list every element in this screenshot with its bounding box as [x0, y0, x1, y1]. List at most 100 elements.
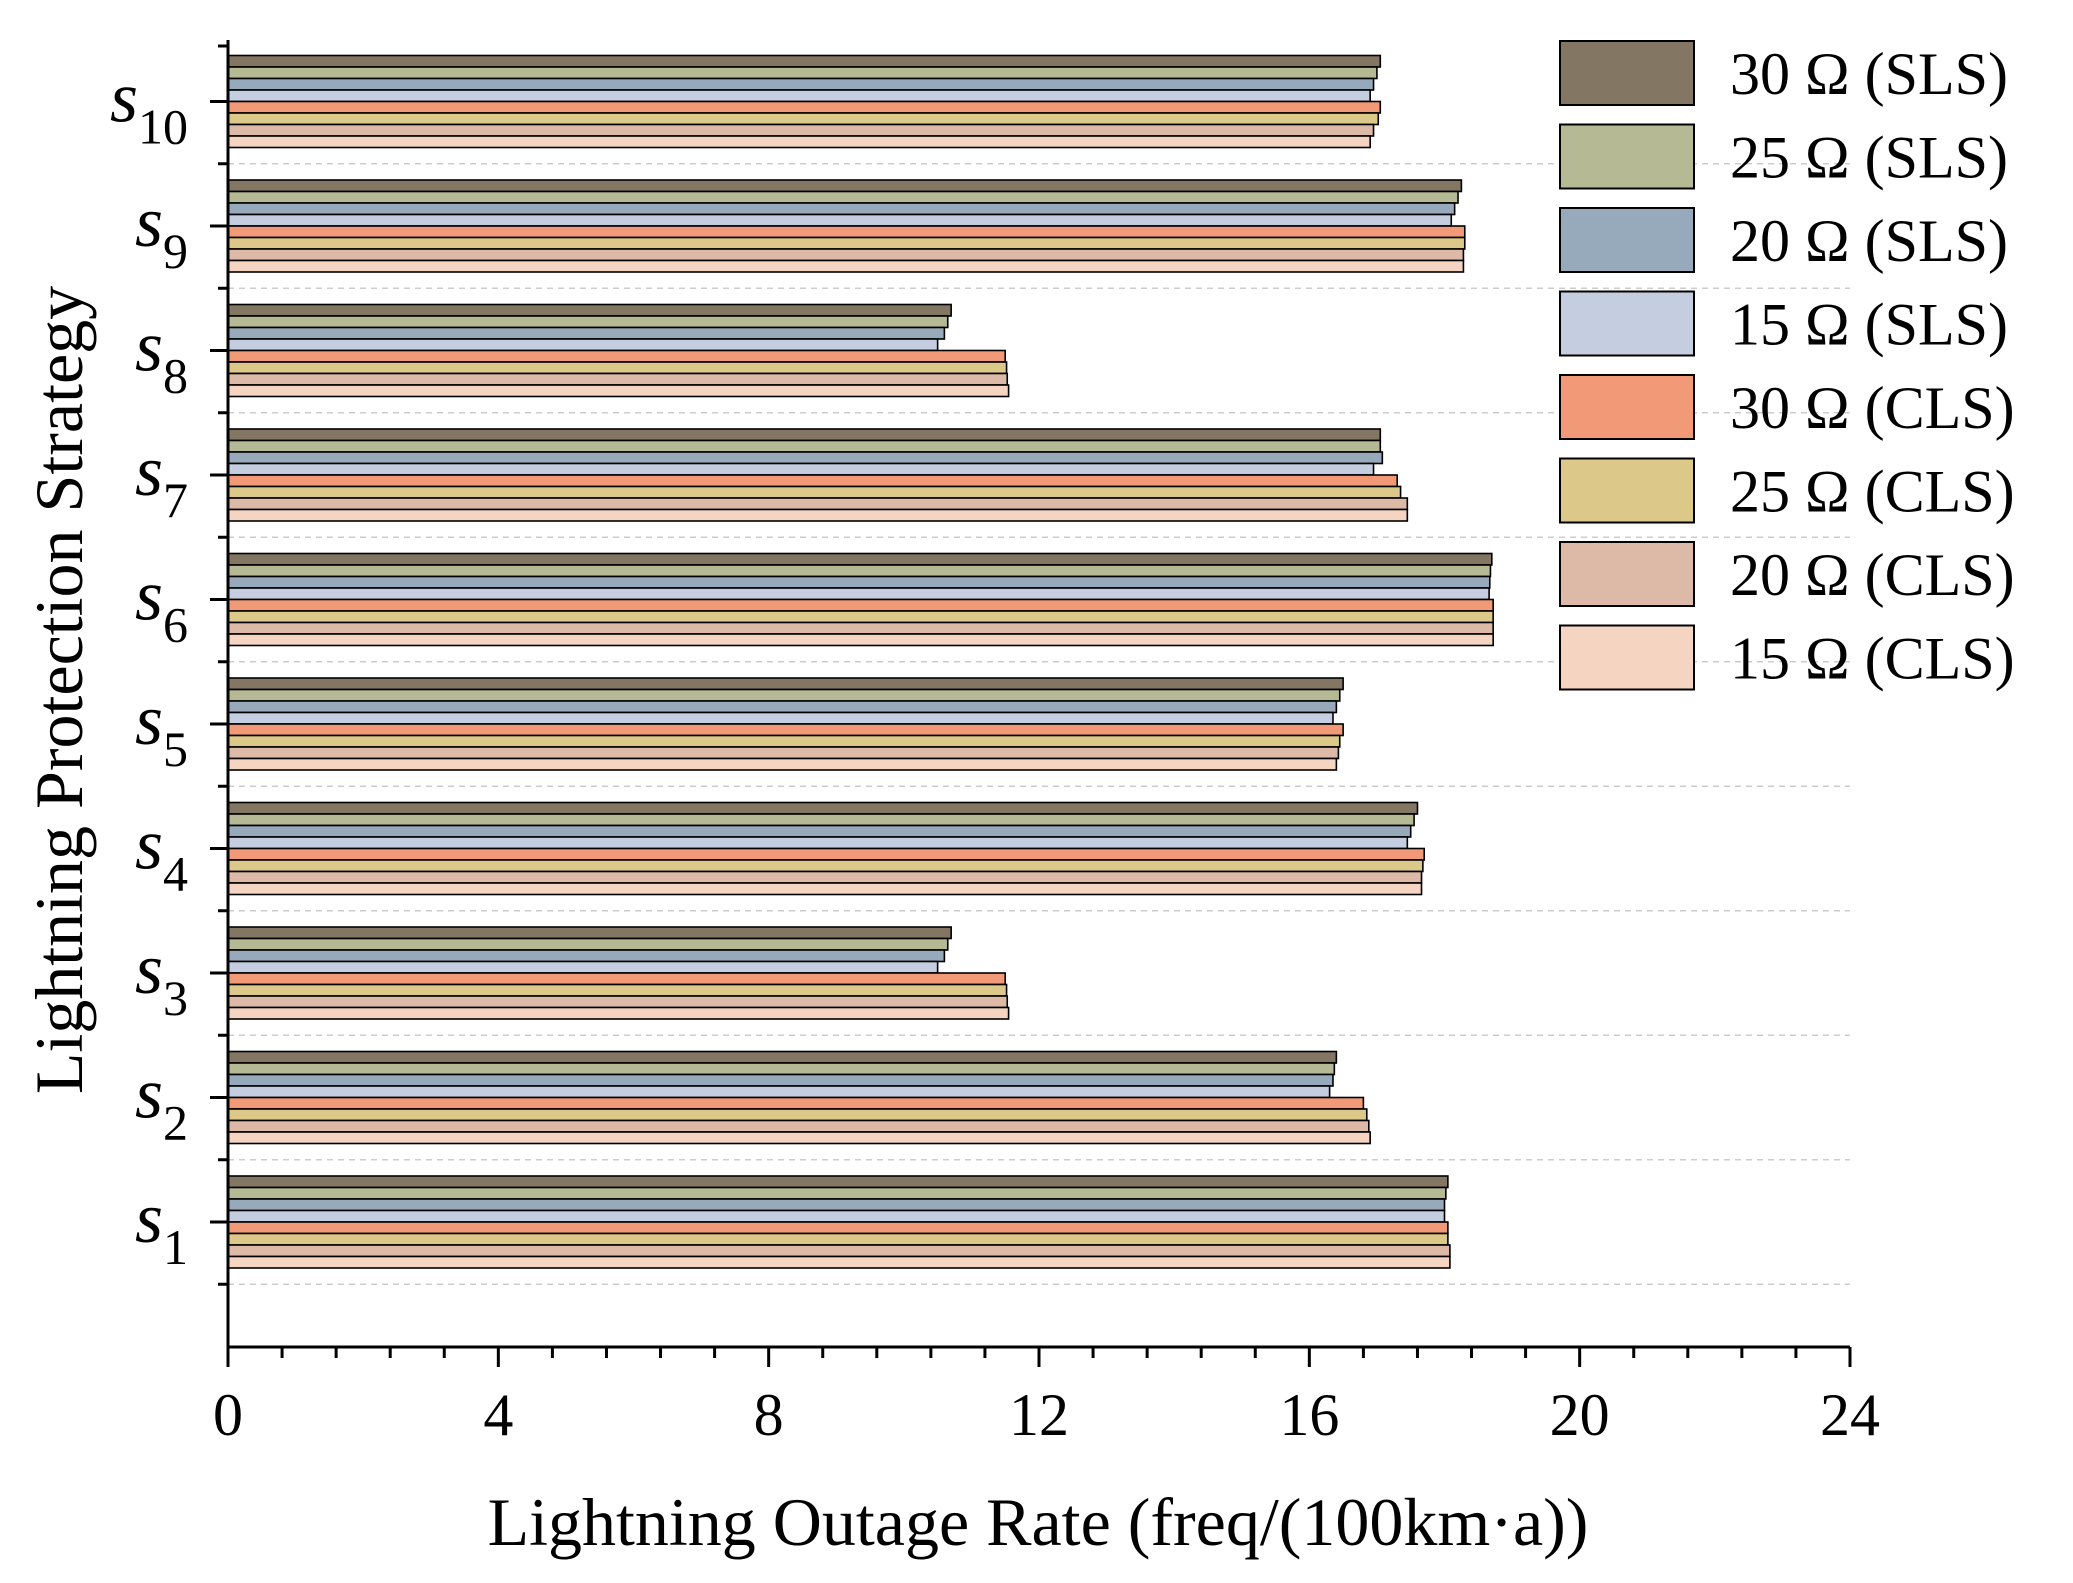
bars [227, 54, 1494, 1269]
bar-s5-series-4 [227, 711, 1334, 725]
bar-s4-series-3 [227, 824, 1412, 838]
bar-s9-series-1 [227, 179, 1463, 193]
bar-s2-series-2 [227, 1062, 1336, 1076]
bar-s6-series-1 [227, 552, 1493, 566]
bar-s4-series-8 [227, 882, 1423, 896]
bar-s5-series-6 [227, 734, 1341, 748]
bar-s7-series-3 [227, 451, 1384, 465]
bar-s10-series-6 [227, 112, 1380, 126]
bar-s2-series-4 [227, 1085, 1331, 1099]
bar-s5-series-8 [227, 757, 1338, 771]
bar-s9-series-2 [227, 190, 1459, 204]
bar-s4-series-1 [227, 801, 1419, 815]
legend-label-6: 25 Ω (CLS) [1730, 459, 2015, 525]
bar-s1-series-3 [227, 1198, 1446, 1212]
bar-s8-series-6 [227, 361, 1008, 375]
y-tick-label-s5: s5 [135, 680, 188, 777]
bar-s6-series-5 [227, 598, 1494, 612]
legend-swatch-6 [1559, 457, 1695, 524]
y-tick-label-s2: s2 [135, 1054, 188, 1151]
legend-swatch-3 [1559, 207, 1695, 273]
bar-s3-series-5 [227, 972, 1007, 986]
bar-s5-series-1 [227, 677, 1344, 691]
bar-s4-series-6 [227, 859, 1424, 873]
x-axis-title: Lightning Outage Rate (freq/(100km·a)) [488, 1484, 1589, 1560]
bar-s8-series-4 [227, 338, 939, 352]
bar-s9-series-3 [227, 202, 1456, 216]
legend: 30 Ω (SLS) 25 Ω (SLS) 20 Ω (SLS) 15 Ω (SLS)… [1559, 40, 2015, 692]
bar-s9-series-5 [227, 225, 1466, 239]
bar-s8-series-1 [227, 303, 952, 317]
bar-s10-series-5 [227, 100, 1382, 114]
bar-s6-series-4 [227, 587, 1490, 601]
bar-s2-series-6 [227, 1108, 1368, 1122]
bar-s10-series-1 [227, 54, 1382, 68]
x-tick-label-12: 12 [1009, 1382, 1069, 1448]
bar-s5-series-2 [227, 688, 1341, 702]
bar-s7-series-1 [227, 428, 1382, 442]
bar-s3-series-1 [227, 926, 952, 940]
bar-s10-series-8 [227, 135, 1371, 149]
bar-s8-series-2 [227, 315, 949, 329]
bar-s1-series-8 [227, 1255, 1451, 1269]
bar-s8-series-7 [227, 372, 1009, 386]
legend-label-2: 25 Ω (SLS) [1730, 125, 2008, 191]
y-tick-label-s6: s6 [135, 556, 188, 653]
bar-s3-series-8 [227, 1006, 1010, 1020]
bar-s5-series-3 [227, 700, 1338, 714]
bar-s6-series-8 [227, 633, 1494, 647]
legend-label-4: 15 Ω (SLS) [1730, 292, 2008, 358]
bar-s2-series-8 [227, 1131, 1371, 1145]
bar-s5-series-7 [227, 746, 1340, 760]
bar-s1-series-1 [227, 1175, 1449, 1189]
legend-swatch-7 [1559, 541, 1695, 607]
bar-s6-series-7 [227, 621, 1494, 635]
bar-s7-series-5 [227, 474, 1398, 488]
bar-s8-series-3 [227, 326, 946, 340]
bar-s1-series-7 [227, 1244, 1451, 1258]
legend-label-1: 30 Ω (SLS) [1730, 41, 2008, 107]
bar-s6-series-2 [227, 564, 1492, 578]
y-tick-label-s1: s1 [135, 1178, 188, 1275]
bar-s9-series-8 [227, 259, 1465, 273]
bar-s4-series-5 [227, 847, 1426, 861]
legend-swatch-2 [1559, 123, 1695, 190]
legend-swatch-8 [1559, 624, 1695, 691]
bar-s2-series-5 [227, 1096, 1365, 1110]
x-tick-label-4: 4 [483, 1382, 513, 1448]
y-tick-label-s7: s7 [135, 431, 188, 528]
bar-s6-series-6 [227, 610, 1494, 624]
y-tick-label-s3: s3 [135, 929, 188, 1026]
x-tick-label-20: 20 [1550, 1382, 1610, 1448]
y-tick-label-s9: s9 [135, 182, 188, 279]
bar-s2-series-3 [227, 1073, 1334, 1087]
legend-label-3: 20 Ω (SLS) [1730, 208, 2008, 274]
bar-s3-series-2 [227, 937, 949, 951]
bar-s7-series-6 [227, 485, 1402, 499]
bar-s3-series-6 [227, 983, 1008, 997]
legend-label-8: 15 Ω (CLS) [1730, 626, 2015, 692]
y-tick-label-s4: s4 [135, 805, 188, 902]
bar-s10-series-4 [227, 89, 1371, 103]
bar-s7-series-4 [227, 462, 1375, 476]
bar-s3-series-4 [227, 960, 939, 974]
bar-s5-series-5 [227, 723, 1344, 737]
x-tick-label-24: 24 [1820, 1382, 1880, 1448]
bar-s10-series-3 [227, 77, 1375, 91]
bar-s2-series-1 [227, 1050, 1338, 1064]
legend-swatch-4 [1559, 290, 1695, 357]
x-tick-label-8: 8 [754, 1382, 784, 1448]
x-tick-label-0: 0 [213, 1382, 243, 1448]
bar-s9-series-7 [227, 248, 1465, 262]
x-tick-label-16: 16 [1279, 1382, 1339, 1448]
axes: 0 4 8 12 16 20 24 s1 s2 s3 s4 s5 s6 s7 s8 s9 s10 [110, 40, 1880, 1448]
bar-s1-series-5 [227, 1221, 1449, 1235]
legend-label-7: 20 Ω (CLS) [1730, 542, 2015, 608]
bar-s2-series-7 [227, 1119, 1370, 1133]
bar-s3-series-3 [227, 949, 946, 963]
legend-swatch-5 [1559, 374, 1695, 440]
bar-s10-series-2 [227, 66, 1378, 80]
bar-s7-series-8 [227, 508, 1409, 522]
y-axis-title: Lightning Protection Strategy [21, 286, 97, 1094]
